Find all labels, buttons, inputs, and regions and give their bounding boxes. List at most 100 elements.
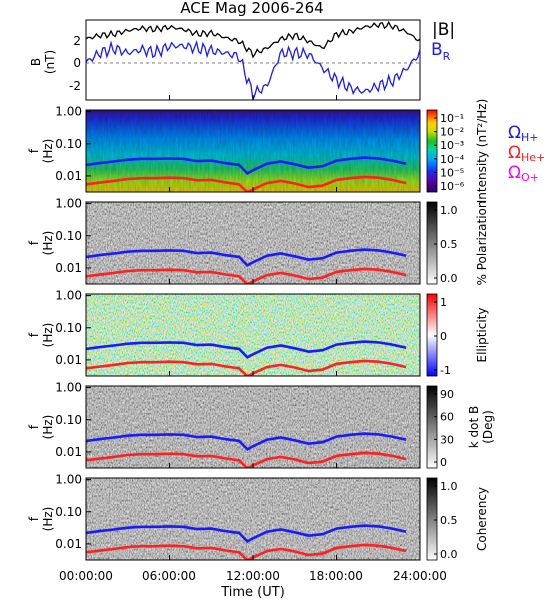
legend-b-radial-sub: R bbox=[443, 50, 451, 63]
time-tick-24: 24:00:00 bbox=[393, 569, 447, 583]
ellipticity-colorbar-tick-label: 0 bbox=[440, 330, 447, 343]
panel-spectrum: 1.00 0.10 0.01 f (Hz) 10⁻¹10⁻²10⁻³10⁻⁴10⁻⁵10⁻… bbox=[27, 99, 489, 204]
coherency-colorbar-tick-label: 0.0 bbox=[440, 548, 458, 561]
coherency-curve-He-plus bbox=[86, 543, 407, 560]
chart-title: ACE Mag 2006-264 bbox=[180, 0, 323, 17]
k_dot_b-colorbar-tick-label: 30 bbox=[440, 433, 454, 446]
polarization-ylabel: f bbox=[27, 240, 41, 245]
coherency-yunit: (Hz) bbox=[41, 507, 55, 532]
k_dot_b-colorbar bbox=[426, 385, 438, 469]
legend-o-plus: ΩO+ bbox=[508, 163, 539, 184]
polarization-curve-He-plus bbox=[86, 267, 407, 284]
k_dot_b-colorbar-tick-label: 60 bbox=[440, 411, 454, 424]
panel-ellipticity: 1.00 0.10 0.01 f (Hz) 1 0 -1 Ellipticity bbox=[27, 289, 489, 377]
spectrum-ytick-label: 0.10 bbox=[55, 137, 82, 151]
time-tick-18: 18:00:00 bbox=[309, 569, 363, 583]
spectrum-colorbar-tick-label: 10⁻⁶ bbox=[440, 180, 465, 193]
panel-coherency: 1.00 0.10 0.01 f (Hz) 1.0 0.5 0.0 Coherency bbox=[27, 473, 489, 561]
k_dot_b-ytick-label: 0.01 bbox=[55, 445, 82, 459]
ellipticity-ytick-label: 0.10 bbox=[55, 321, 82, 335]
polarization-curve-H-plus bbox=[86, 248, 407, 268]
coherency-colorbar-label: Coherency bbox=[475, 487, 489, 551]
legend-he-plus-sub: He+ bbox=[521, 151, 545, 164]
b-field-frame bbox=[85, 19, 421, 101]
k_dot_b-colorbar-tick-label: 0 bbox=[440, 456, 447, 469]
k_dot_b-colorbar-label: k dot B bbox=[467, 406, 481, 448]
b-ylabel: B bbox=[29, 58, 43, 66]
spectrum-colorbar-tick-label: 10⁻³ bbox=[440, 139, 464, 152]
x-axis-label: Time (UT) bbox=[220, 585, 285, 600]
ellipticity-gyro-curves bbox=[86, 340, 407, 376]
legend-h-plus: ΩH+ bbox=[508, 123, 539, 144]
b-yunit: (nT) bbox=[43, 50, 57, 74]
legend-b-radial: BR bbox=[431, 40, 451, 63]
spectrum-colorbar-tick-label: 10⁻² bbox=[440, 126, 464, 139]
spectrum-curve-H-plus bbox=[86, 156, 407, 176]
polarization-colorbar bbox=[426, 201, 438, 285]
time-tick-0: 00:00:00 bbox=[59, 569, 113, 583]
ellipticity-curve-H-plus bbox=[86, 340, 407, 360]
spectrum-colorbar-tick-label: 10⁻⁴ bbox=[440, 153, 465, 166]
gyrofrequency-legend: ΩH+ ΩHe+ ΩO+ bbox=[508, 123, 545, 184]
polarization-gyro-curves bbox=[86, 248, 407, 284]
panel-k_dot_b: 1.00 0.10 0.01 f (Hz) 90 60 30 0 k dot B (Deg) bbox=[27, 381, 495, 469]
ellipticity-colorbar bbox=[426, 293, 438, 377]
time-tick-6: 06:00:00 bbox=[142, 569, 196, 583]
ellipticity-colorbar-label: Ellipticity bbox=[475, 308, 489, 363]
coherency-gyro-curves bbox=[86, 524, 407, 560]
ellipticity-curve-He-plus bbox=[86, 359, 407, 376]
k_dot_b-ytick-label: 0.10 bbox=[55, 413, 82, 427]
coherency-ytick-label: 1.00 bbox=[55, 473, 82, 487]
coherency-colorbar bbox=[426, 477, 438, 561]
polarization-ytick-label: 0.01 bbox=[55, 261, 82, 275]
coherency-curve-H-plus bbox=[86, 524, 407, 544]
k_dot_b-colorbar-label-unit: (Deg) bbox=[481, 410, 495, 444]
b-tick-2: 2 bbox=[73, 34, 81, 48]
ellipticity-colorbar-tick-label: 1 bbox=[440, 296, 447, 309]
panel-polarization: 1.00 0.10 0.01 f (Hz) 1.0 0.5 0.0 % Polarization bbox=[27, 197, 489, 286]
legend-he-plus: ΩHe+ bbox=[508, 143, 545, 164]
legend-o-plus-sub: O+ bbox=[521, 171, 539, 184]
coherency-ylabel: f bbox=[27, 516, 41, 521]
heatmap-panels: 1.000.100.01f (Hz)10⁻¹10⁻²10⁻³10⁻⁴10⁻⁵10⁻… bbox=[27, 99, 495, 561]
ellipticity-ytick-label: 0.01 bbox=[55, 353, 82, 367]
k_dot_b-gyro-curves bbox=[86, 432, 407, 468]
polarization-colorbar-tick-label: 0.0 bbox=[440, 272, 458, 285]
polarization-yunit: (Hz) bbox=[41, 231, 55, 256]
coherency-colorbar-tick-label: 1.0 bbox=[440, 480, 458, 493]
spectrum-ytick-label: 1.00 bbox=[55, 105, 82, 119]
k_dot_b-colorbar-tick-label: 90 bbox=[440, 388, 454, 401]
spectrum-yunit: (Hz) bbox=[41, 139, 55, 164]
b-field-yticks: 2 0 -2 bbox=[69, 34, 81, 93]
k_dot_b-ylabel: f bbox=[27, 424, 41, 429]
spectrum-colorbar-tick-label: 10⁻¹ bbox=[440, 112, 464, 125]
b-tick-0: 0 bbox=[73, 56, 81, 70]
spectrum-colorbar-label: Intensity (nT²/Hz) bbox=[475, 99, 489, 204]
coherency-ytick-label: 0.10 bbox=[55, 505, 82, 519]
spectrum-ytick-label: 0.01 bbox=[55, 169, 82, 183]
b-tick-neg2: -2 bbox=[69, 79, 81, 93]
ellipticity-ylabel: f bbox=[27, 332, 41, 337]
coherency-ytick-label: 0.01 bbox=[55, 537, 82, 551]
polarization-ytick-label: 1.00 bbox=[55, 197, 82, 211]
spectrum-gyro-curves bbox=[86, 156, 407, 192]
panel-b-field: 2 0 -2 B (nT) |B| BR bbox=[29, 19, 455, 101]
coherency-colorbar-tick-label: 0.5 bbox=[440, 514, 458, 527]
series-b-radial bbox=[85, 39, 421, 101]
series-b-magnitude bbox=[85, 20, 421, 59]
polarization-colorbar-label: % Polarization bbox=[475, 201, 489, 286]
ellipticity-yunit: (Hz) bbox=[41, 323, 55, 348]
k_dot_b-ytick-label: 1.00 bbox=[55, 381, 82, 395]
spectrum-ylabel: f bbox=[27, 148, 41, 153]
legend-h-plus-sub: H+ bbox=[521, 131, 539, 144]
polarization-colorbar-tick-label: 0.5 bbox=[440, 238, 458, 251]
polarization-colorbar-tick-label: 1.0 bbox=[440, 204, 458, 217]
k_dot_b-yunit: (Hz) bbox=[41, 415, 55, 440]
time-tick-12: 12:00:00 bbox=[226, 569, 280, 583]
polarization-ytick-label: 0.10 bbox=[55, 229, 82, 243]
ellipticity-colorbar-tick-label: -1 bbox=[440, 364, 451, 377]
k_dot_b-curve-H-plus bbox=[86, 432, 407, 452]
ellipticity-ytick-label: 1.00 bbox=[55, 289, 82, 303]
legend-b-magnitude: |B| bbox=[432, 20, 455, 40]
